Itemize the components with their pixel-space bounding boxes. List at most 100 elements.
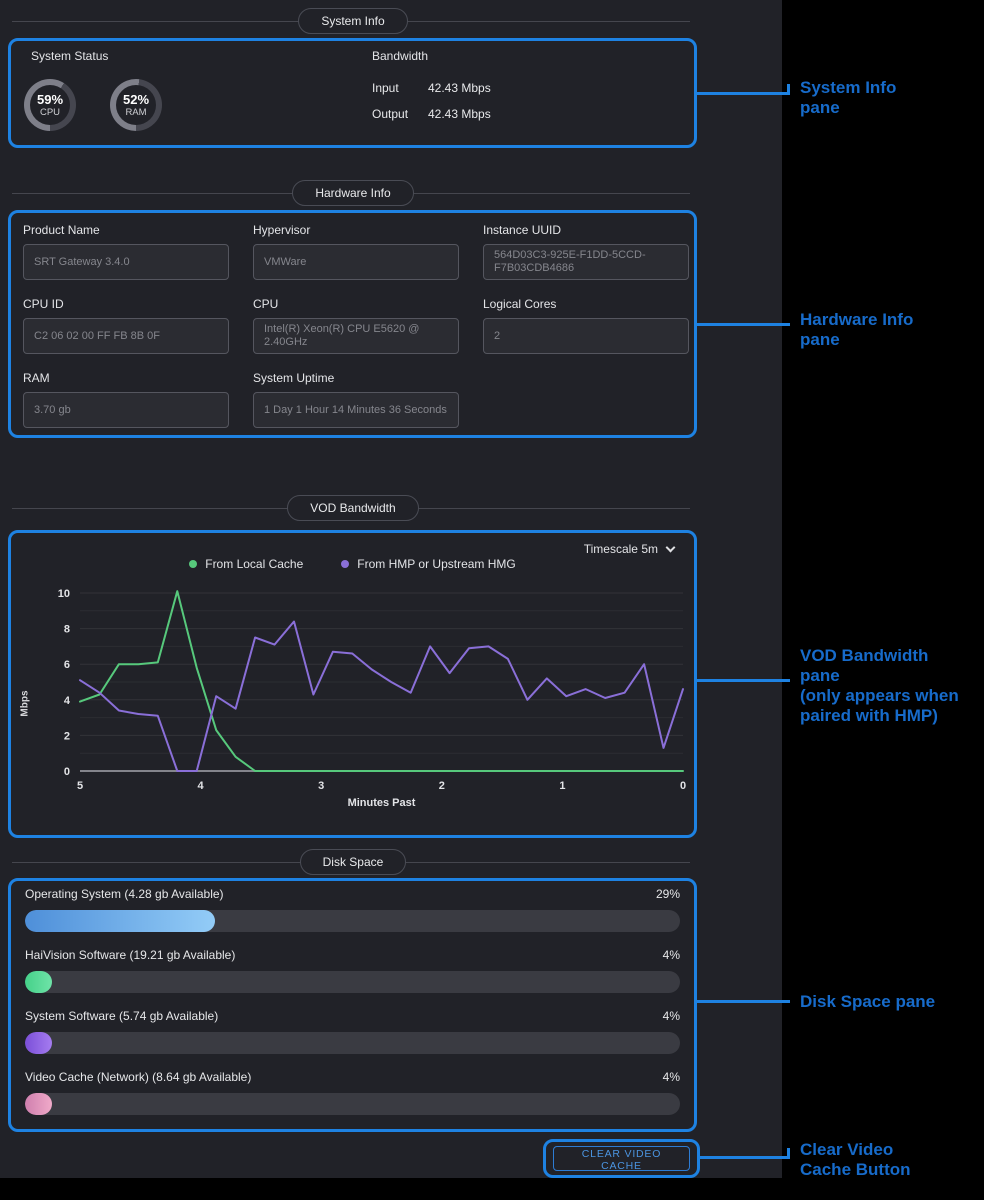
bandwidth-input-label: Input <box>372 81 399 95</box>
field-label: CPU ID <box>23 297 64 311</box>
field-hypervisor: Hypervisor VMWare <box>253 223 459 280</box>
svg-text:10: 10 <box>58 588 70 600</box>
field-value-box: Intel(R) Xeon(R) CPU E5620 @ 2.40GHz <box>253 318 459 354</box>
y-axis-label: Mbps <box>19 690 31 717</box>
callout-line-vod-bandwidth <box>697 679 790 682</box>
field-value-box: 3.70 gb <box>23 392 229 428</box>
callout-line-end-tick <box>787 1148 790 1157</box>
annotation-vod-bandwidth: VOD Bandwidth pane (only appears when pa… <box>800 646 959 725</box>
annotation-disk-space: Disk Space pane <box>800 992 936 1011</box>
field-instance-uuid: Instance UUID 564D03C3-925E-F1DD-5CCD-F7… <box>483 223 689 280</box>
chevron-down-icon <box>665 542 676 552</box>
svg-text:4: 4 <box>198 780 205 792</box>
section-pill-vod-bandwidth: VOD Bandwidth <box>287 495 419 521</box>
field-value-box: C2 06 02 00 FF FB 8B 0F <box>23 318 229 354</box>
clear-video-cache-button[interactable]: CLEAR VIDEO CACHE <box>553 1146 690 1172</box>
disk-progress-track <box>25 1093 680 1115</box>
svg-text:5: 5 <box>77 780 83 792</box>
disk-progress-fill <box>25 1093 52 1115</box>
hardware-fields-grid: Product Name SRT Gateway 3.4.0 Hyperviso… <box>23 223 689 428</box>
disk-percent: 29% <box>655 887 680 901</box>
section-pill-disk-space: Disk Space <box>299 849 407 875</box>
section-header-disk-space: Disk Space <box>8 849 698 875</box>
field-cpu-id: CPU ID C2 06 02 00 FF FB 8B 0F <box>23 297 229 354</box>
disk-progress-track <box>25 1032 680 1054</box>
disk-label: System Software (5.74 gb Available) <box>25 1009 219 1023</box>
disk-progress-fill <box>25 910 215 932</box>
svg-text:2: 2 <box>439 780 445 792</box>
field-value-box: 1 Day 1 Hour 14 Minutes 36 Seconds <box>253 392 459 428</box>
bandwidth-label: Bandwidth <box>372 49 429 63</box>
disk-row-system-software: System Software (5.74 gb Available) 4% <box>25 1009 680 1054</box>
field-label: Hypervisor <box>253 223 311 237</box>
field-logical-cores: Logical Cores 2 <box>483 297 689 354</box>
section-header-vod-bandwidth: VOD Bandwidth <box>8 495 698 521</box>
vod-bandwidth-pane: Timescale 5m From Local Cache From HMP o… <box>8 530 697 838</box>
cpu-gauge: 59% CPU <box>24 79 76 131</box>
bandwidth-output-row: Output 42.43 Mbps <box>372 107 491 121</box>
callout-line-disk-space <box>697 1000 790 1003</box>
disk-row-video-cache: Video Cache (Network) (8.64 gb Available… <box>25 1070 680 1115</box>
timescale-label: Timescale 5m <box>583 542 658 556</box>
field-ram: RAM 3.70 gb <box>23 371 229 428</box>
section-header-hardware-info: Hardware Info <box>8 180 698 206</box>
field-label: Instance UUID <box>483 223 562 237</box>
legend-item-hmp-upstream[interactable]: From HMP or Upstream HMG <box>341 557 516 571</box>
disk-label: HaiVision Software (19.21 gb Available) <box>25 948 236 962</box>
legend-item-local-cache[interactable]: From Local Cache <box>189 557 303 571</box>
cpu-percent: 59% <box>36 91 64 107</box>
disk-percent: 4% <box>662 1070 680 1084</box>
disk-row-operating-system: Operating System (4.28 gb Available) 29% <box>25 887 680 932</box>
ram-gauge-label: RAM <box>125 106 147 118</box>
disk-progress-track <box>25 910 680 932</box>
svg-text:Minutes Past: Minutes Past <box>348 797 416 809</box>
legend-dot-purple <box>341 560 350 568</box>
field-value-box: VMWare <box>253 244 459 280</box>
section-pill-hardware-info: Hardware Info <box>292 180 414 206</box>
legend-dot-green <box>189 560 198 568</box>
legend-label: From HMP or Upstream HMG <box>357 557 516 571</box>
ram-percent: 52% <box>122 91 150 107</box>
timescale-dropdown[interactable]: Timescale 5m <box>583 542 676 556</box>
bandwidth-output-value: 42.43 Mbps <box>428 107 491 121</box>
bandwidth-input-value: 42.43 Mbps <box>428 81 491 95</box>
section-header-system-info: System Info <box>8 8 698 34</box>
svg-text:0: 0 <box>680 780 686 792</box>
annotation-clear-cache: Clear Video Cache Button <box>800 1140 911 1179</box>
ram-gauge-inner: 52% RAM <box>116 85 156 125</box>
svg-text:2: 2 <box>64 730 70 742</box>
svg-text:0: 0 <box>64 766 70 778</box>
disk-rows: Operating System (4.28 gb Available) 29%… <box>25 887 680 1131</box>
cpu-gauge-inner: 59% CPU <box>30 85 70 125</box>
clear-cache-callout: CLEAR VIDEO CACHE <box>543 1139 700 1178</box>
disk-label: Operating System (4.28 gb Available) <box>25 887 224 901</box>
disk-percent: 4% <box>662 948 680 962</box>
annotation-hardware-info: Hardware Info pane <box>800 310 914 349</box>
field-label: RAM <box>23 371 50 385</box>
field-cpu: CPU Intel(R) Xeon(R) CPU E5620 @ 2.40GHz <box>253 297 459 354</box>
field-value-box: 2 <box>483 318 689 354</box>
dashboard-content: System Info System Status 59% CPU 52% RA… <box>0 0 782 1178</box>
disk-space-pane: Operating System (4.28 gb Available) 29%… <box>8 878 697 1132</box>
field-label: CPU <box>253 297 279 311</box>
field-value-box: SRT Gateway 3.4.0 <box>23 244 229 280</box>
field-label: System Uptime <box>253 371 335 385</box>
disk-progress-track <box>25 971 680 993</box>
disk-percent: 4% <box>662 1009 680 1023</box>
disk-label: Video Cache (Network) (8.64 gb Available… <box>25 1070 252 1084</box>
field-label: Logical Cores <box>483 297 557 311</box>
callout-line-clear-cache <box>700 1156 790 1159</box>
field-value-box: 564D03C3-925E-F1DD-5CCD-F7B03CDB4686 <box>483 244 689 280</box>
hardware-info-pane: Product Name SRT Gateway 3.4.0 Hyperviso… <box>8 210 697 438</box>
disk-progress-fill <box>25 1032 52 1054</box>
callout-line-end-tick <box>787 84 790 93</box>
svg-text:8: 8 <box>64 624 70 636</box>
system-status-label: System Status <box>31 49 109 63</box>
svg-text:6: 6 <box>64 659 70 671</box>
field-label: Product Name <box>23 223 100 237</box>
callout-line-hardware-info <box>697 323 790 326</box>
field-system-uptime: System Uptime 1 Day 1 Hour 14 Minutes 36… <box>253 371 459 428</box>
svg-text:3: 3 <box>318 780 324 792</box>
